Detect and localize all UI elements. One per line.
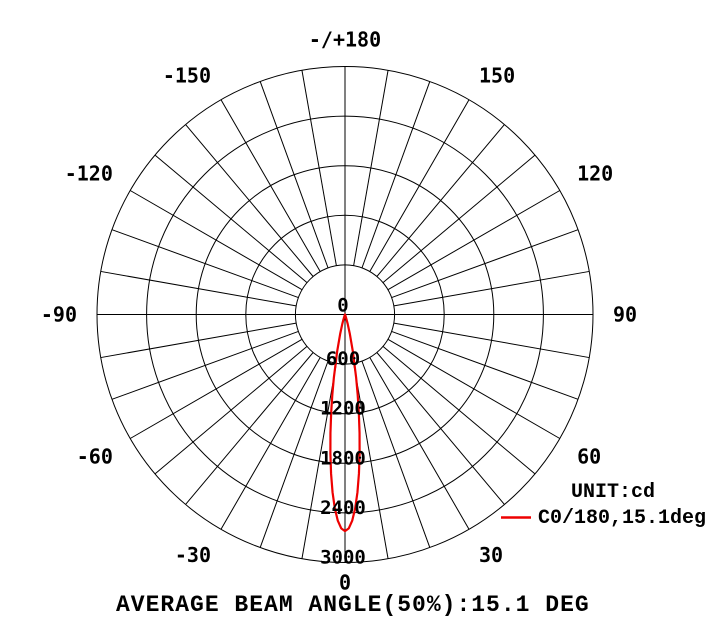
radial-tick-labels: 0 600 1200 1800 2400 3000 bbox=[320, 295, 366, 569]
angle-grid-spoke bbox=[220, 357, 321, 530]
angle-tick-label: 150 bbox=[479, 63, 515, 87]
radial-tick-label: 0 bbox=[337, 295, 348, 317]
angle-grid-spoke bbox=[387, 190, 561, 291]
angle-grid-spoke bbox=[391, 330, 579, 400]
angle-grid-spoke bbox=[387, 338, 561, 439]
polar-grid bbox=[96, 66, 594, 563]
angle-grid-spoke bbox=[353, 70, 389, 266]
angle-grid-spoke bbox=[220, 99, 321, 272]
angle-tick-label: -/+180 bbox=[309, 28, 381, 52]
angle-grid-spoke bbox=[129, 338, 303, 439]
angle-grid-spoke bbox=[391, 229, 579, 299]
angle-grid-spoke bbox=[185, 352, 314, 505]
intensity-curves bbox=[329, 313, 361, 533]
angle-grid-spoke bbox=[353, 363, 389, 559]
angle-grid-spoke bbox=[100, 322, 297, 359]
unit-label: UNIT:cd bbox=[571, 481, 655, 504]
angle-grid-spoke bbox=[259, 81, 329, 269]
angle-grid-spoke bbox=[361, 81, 431, 269]
angle-tick-label: 120 bbox=[577, 162, 613, 186]
angle-grid-spoke bbox=[361, 360, 431, 548]
angle-tick-labels: -/+180 -150 150 -120 120 -90 90 -60 60 -30 30 0 bbox=[41, 28, 637, 595]
radial-tick-label: 2400 bbox=[320, 497, 366, 519]
angle-grid-spoke bbox=[111, 330, 299, 400]
angle-grid-spoke bbox=[369, 99, 470, 272]
angle-grid-spoke bbox=[301, 363, 337, 559]
angle-tick-label: -60 bbox=[77, 445, 113, 469]
angle-grid-spoke bbox=[376, 352, 505, 505]
angle-grid-spoke bbox=[129, 190, 303, 291]
beam-angle-footer: AVERAGE BEAM ANGLE(50%):15.1 DEG bbox=[116, 592, 590, 618]
angle-tick-label: 30 bbox=[479, 543, 503, 567]
angle-grid-spoke bbox=[393, 270, 590, 307]
angle-tick-label: 0 bbox=[339, 571, 351, 595]
angle-grid-spoke bbox=[382, 345, 536, 475]
angle-grid-spoke bbox=[111, 229, 299, 299]
angle-grid-spoke bbox=[393, 322, 590, 359]
angle-grid-spoke bbox=[154, 154, 308, 284]
radial-tick-label: 3000 bbox=[320, 547, 366, 569]
radial-tick-label: 1800 bbox=[320, 447, 366, 469]
angle-grid-spoke bbox=[382, 154, 536, 284]
angle-tick-label: 60 bbox=[577, 445, 601, 469]
intensity-curve-c0-180 bbox=[329, 313, 361, 533]
angle-tick-label: -90 bbox=[41, 303, 77, 327]
angle-grid-spoke bbox=[259, 360, 329, 548]
angle-grid-spoke bbox=[376, 124, 505, 277]
angle-tick-label: 90 bbox=[613, 303, 637, 327]
angle-grid-spoke bbox=[185, 124, 314, 277]
radial-tick-label: 1200 bbox=[320, 398, 366, 420]
angle-grid-spoke bbox=[154, 345, 308, 475]
angle-grid-spoke bbox=[100, 270, 297, 307]
angle-grid-spoke bbox=[301, 70, 337, 266]
angle-tick-label: -120 bbox=[65, 162, 113, 186]
angle-tick-label: -30 bbox=[175, 543, 211, 567]
radial-tick-label: 600 bbox=[326, 348, 360, 370]
angle-tick-label: -150 bbox=[163, 63, 211, 87]
angle-grid-spoke bbox=[369, 357, 470, 530]
legend-series-label: C0/180,15.1deg bbox=[538, 507, 706, 530]
